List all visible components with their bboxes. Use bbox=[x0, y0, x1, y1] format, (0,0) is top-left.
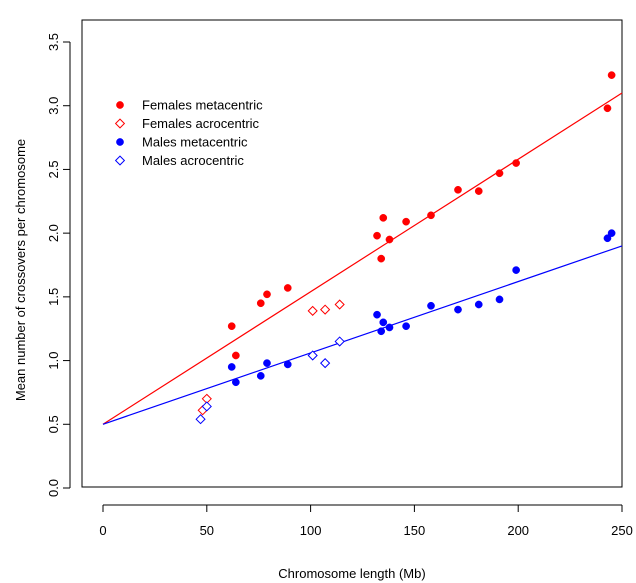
x-tick-label: 100 bbox=[300, 523, 322, 538]
females-metacentric-point bbox=[283, 284, 292, 292]
males-metacentric-point bbox=[232, 378, 240, 387]
males-acrocentric-point bbox=[195, 414, 206, 425]
females-metacentric-point bbox=[256, 299, 265, 308]
legend-label-females-acrocentric: Females acrocentric bbox=[142, 116, 260, 131]
x-tick-label: 250 bbox=[611, 523, 633, 538]
data-points bbox=[195, 71, 616, 425]
males-metacentric-point bbox=[495, 295, 504, 304]
females-metacentric-point bbox=[402, 217, 410, 226]
females-metacentric-point bbox=[232, 351, 240, 360]
females-metacentric-point bbox=[379, 214, 388, 222]
males-metacentric-point bbox=[427, 301, 435, 310]
legend-marker-males-metacentric bbox=[116, 138, 124, 146]
females-metacentric-point bbox=[512, 159, 520, 167]
females-metacentric-point bbox=[227, 322, 236, 331]
males-metacentric-point bbox=[263, 359, 271, 367]
females-acrocentric-point bbox=[334, 299, 345, 310]
legend-label-males-metacentric: Males metacentric bbox=[142, 135, 248, 150]
females-metacentric-point bbox=[385, 235, 394, 244]
males-metacentric-point bbox=[454, 305, 462, 314]
legend-marker-males-acrocentric bbox=[114, 155, 126, 166]
x-tick-label: 200 bbox=[507, 523, 529, 538]
males-acrocentric-point bbox=[334, 336, 345, 347]
x-axis-title: Chromosome length (Mb) bbox=[278, 566, 425, 581]
y-tick-label: 0.5 bbox=[46, 415, 61, 433]
females-acrocentric-point bbox=[320, 304, 331, 315]
males-metacentric-point bbox=[402, 322, 410, 331]
plot-box bbox=[81, 19, 623, 488]
x-tick-label: 50 bbox=[200, 523, 214, 538]
males-metacentric-point bbox=[474, 300, 483, 309]
y-tick-label: 2.5 bbox=[46, 160, 61, 178]
males-acrocentric-point bbox=[201, 401, 212, 412]
y-tick-label: 1.0 bbox=[46, 352, 61, 370]
y-axis-ticks: 0.0 0.5 1.0 1.5 2.0 2.5 3.0 3.5 bbox=[46, 33, 70, 497]
males-metacentric-point bbox=[373, 310, 381, 319]
y-axis-title: Mean number of crossovers per chromosome bbox=[13, 139, 28, 401]
legend-label-males-acrocentric: Males acrocentric bbox=[142, 153, 244, 168]
legend-marker-females-metacentric bbox=[116, 101, 124, 109]
females-metacentric-point bbox=[263, 290, 271, 299]
x-tick-label: 150 bbox=[404, 523, 426, 538]
females-acrocentric-point bbox=[307, 305, 318, 316]
males-acrocentric-point bbox=[320, 358, 331, 369]
fit-line-1 bbox=[102, 245, 623, 425]
fit-lines bbox=[102, 92, 623, 425]
females-metacentric-point bbox=[373, 231, 381, 240]
males-metacentric-point bbox=[607, 229, 616, 237]
females-metacentric-point bbox=[474, 187, 483, 195]
x-axis-ticks: 0 50 100 150 200 250 bbox=[99, 505, 633, 538]
males-metacentric-point bbox=[256, 372, 265, 380]
males-metacentric-point bbox=[603, 234, 612, 243]
y-tick-label: 3.5 bbox=[46, 33, 61, 51]
males-metacentric-point bbox=[512, 266, 520, 274]
males-acrocentric-point bbox=[307, 350, 318, 361]
fit-line-0 bbox=[102, 92, 623, 425]
y-tick-label: 2.0 bbox=[46, 224, 61, 242]
males-metacentric-point bbox=[379, 318, 388, 327]
females-metacentric-point bbox=[454, 185, 462, 194]
legend: Females metacentric Females acrocentric Ma… bbox=[114, 98, 263, 168]
y-tick-label: 0.0 bbox=[46, 479, 61, 497]
y-tick-label: 1.5 bbox=[46, 288, 61, 306]
y-tick-label: 3.0 bbox=[46, 97, 61, 115]
legend-marker-females-acrocentric bbox=[114, 118, 126, 129]
males-metacentric-point bbox=[227, 363, 236, 371]
females-metacentric-point bbox=[427, 211, 435, 220]
males-metacentric-point bbox=[377, 327, 386, 336]
females-metacentric-point bbox=[377, 254, 386, 263]
females-metacentric-point bbox=[495, 169, 504, 178]
males-metacentric-point bbox=[283, 360, 292, 369]
x-tick-label: 0 bbox=[99, 523, 106, 538]
females-metacentric-point bbox=[603, 104, 612, 113]
females-metacentric-point bbox=[607, 71, 616, 79]
legend-label-females-metacentric: Females metacentric bbox=[142, 98, 263, 113]
males-metacentric-point bbox=[385, 323, 394, 332]
